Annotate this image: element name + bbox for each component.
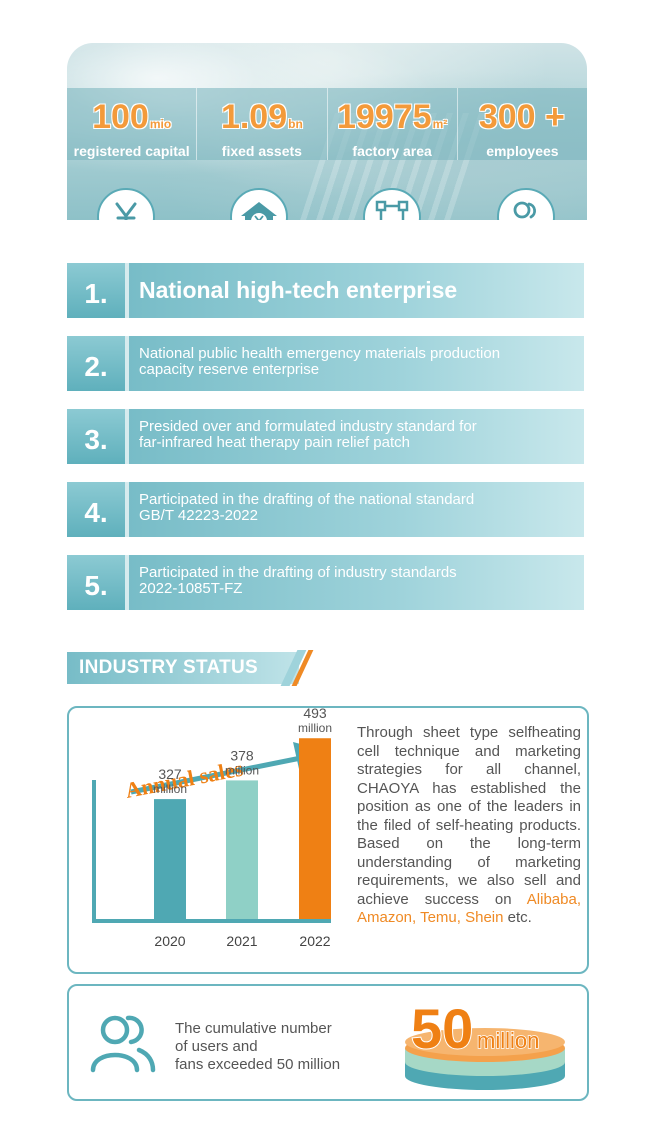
item-number: 1. — [67, 263, 125, 318]
item-text: National high-tech enterprise — [139, 277, 458, 303]
item-number: 5. — [67, 555, 125, 610]
hero-banner: 100mio registered capital 1.09bn fixed a… — [67, 43, 587, 220]
x-tick-label: 2022 — [299, 933, 330, 949]
bar-unit-label: million — [225, 763, 259, 777]
description-main: Through sheet type selfheating cell tech… — [357, 724, 581, 908]
item-text-line: National public health emergency materia… — [139, 345, 501, 362]
annual-sales-card: Annual sales 327 million 2020 378 million 202… — [67, 706, 589, 974]
users-icon — [497, 188, 555, 220]
item-number: 2. — [67, 336, 125, 391]
item-text-line: Participated in the drafting of industry… — [139, 564, 457, 581]
item-text-line: 2022-1085T-FZ — [139, 580, 243, 597]
stat-factory-area: 19975m² factory area — [328, 88, 458, 160]
big-number: 50 — [411, 997, 473, 1060]
stat-value: 1.09 — [220, 98, 288, 136]
sales-description: Through sheet type selfheating cell tech… — [357, 724, 581, 928]
description-highlight: Alibaba, Amazon, Temu, Shein — [357, 890, 581, 927]
annual-sales-chart: Annual sales 327million2020378million202… — [92, 708, 332, 949]
x-tick-label: 2021 — [226, 933, 257, 949]
bar-value-label: 327 — [158, 766, 182, 782]
stat-fixed-assets: 1.09bn fixed assets — [197, 88, 328, 160]
stat-unit: bn — [288, 117, 303, 131]
list-item: 2. National public health emergency mate… — [67, 336, 587, 391]
users-card: The cumulative number of users and fans … — [67, 984, 589, 1101]
house-yuan-icon — [230, 188, 288, 220]
bar-unit-label: million — [298, 721, 332, 735]
list-item: 5. Participated in the drafting of indus… — [67, 555, 587, 610]
item-text-line: far-infrared heat therapy pain relief pa… — [139, 434, 410, 451]
list-item: 1. National high-tech enterprise — [67, 263, 587, 318]
item-text-line: Participated in the drafting of the nati… — [139, 491, 475, 508]
users-group-icon — [90, 1015, 156, 1073]
users-text-line: The cumulative number — [175, 1020, 332, 1037]
users-description: The cumulative number of users and fans … — [175, 1020, 375, 1074]
item-text-line: Presided over and formulated industry st… — [139, 418, 477, 435]
item-number: 4. — [67, 482, 125, 537]
description-tail: etc. — [507, 909, 532, 926]
item-text-line: capacity reserve enterprise — [139, 361, 320, 378]
bar-value-label: 493 — [303, 708, 327, 721]
bar-value-label: 378 — [230, 747, 254, 763]
industry-status-heading: INDUSTRY STATUS — [67, 652, 299, 684]
fifty-million-badge: 50 million — [405, 996, 565, 1090]
bar-2022 — [299, 738, 331, 919]
bar-2020 — [154, 799, 186, 919]
stat-value: 100 — [92, 98, 149, 136]
stat-unit: mio — [149, 117, 172, 131]
item-text-line: GB/T 42223-2022 — [139, 507, 258, 524]
bar-2021 — [226, 780, 258, 919]
stat-employees: 300 + employees — [458, 88, 587, 160]
users-text-line: fans exceeded 50 million — [175, 1056, 341, 1073]
stat-label: fixed assets — [221, 143, 302, 159]
stat-registered-capital: 100mio registered capital — [67, 88, 198, 160]
users-text-line: of users and — [175, 1038, 258, 1055]
item-number: 3. — [67, 409, 125, 464]
stat-label: factory area — [352, 143, 432, 159]
stat-label: employees — [486, 143, 559, 159]
bar-unit-label: million — [153, 782, 187, 796]
icon-row — [67, 188, 587, 220]
big-number-unit: million — [477, 1028, 539, 1053]
stats-band: 100mio registered capital 1.09bn fixed a… — [67, 88, 587, 160]
yuan-icon — [97, 188, 155, 220]
stat-value: 300 + — [478, 98, 565, 136]
stat-label: registered capital — [73, 143, 190, 159]
growth-arrow-shaft — [130, 755, 302, 795]
x-tick-label: 2020 — [154, 933, 185, 949]
area-square-icon — [363, 188, 421, 220]
stat-value: 19975 — [337, 98, 432, 136]
list-item: 4. Participated in the drafting of the n… — [67, 482, 587, 537]
stat-unit: m² — [432, 117, 448, 131]
list-item: 3. Presided over and formulated industry… — [67, 409, 587, 464]
